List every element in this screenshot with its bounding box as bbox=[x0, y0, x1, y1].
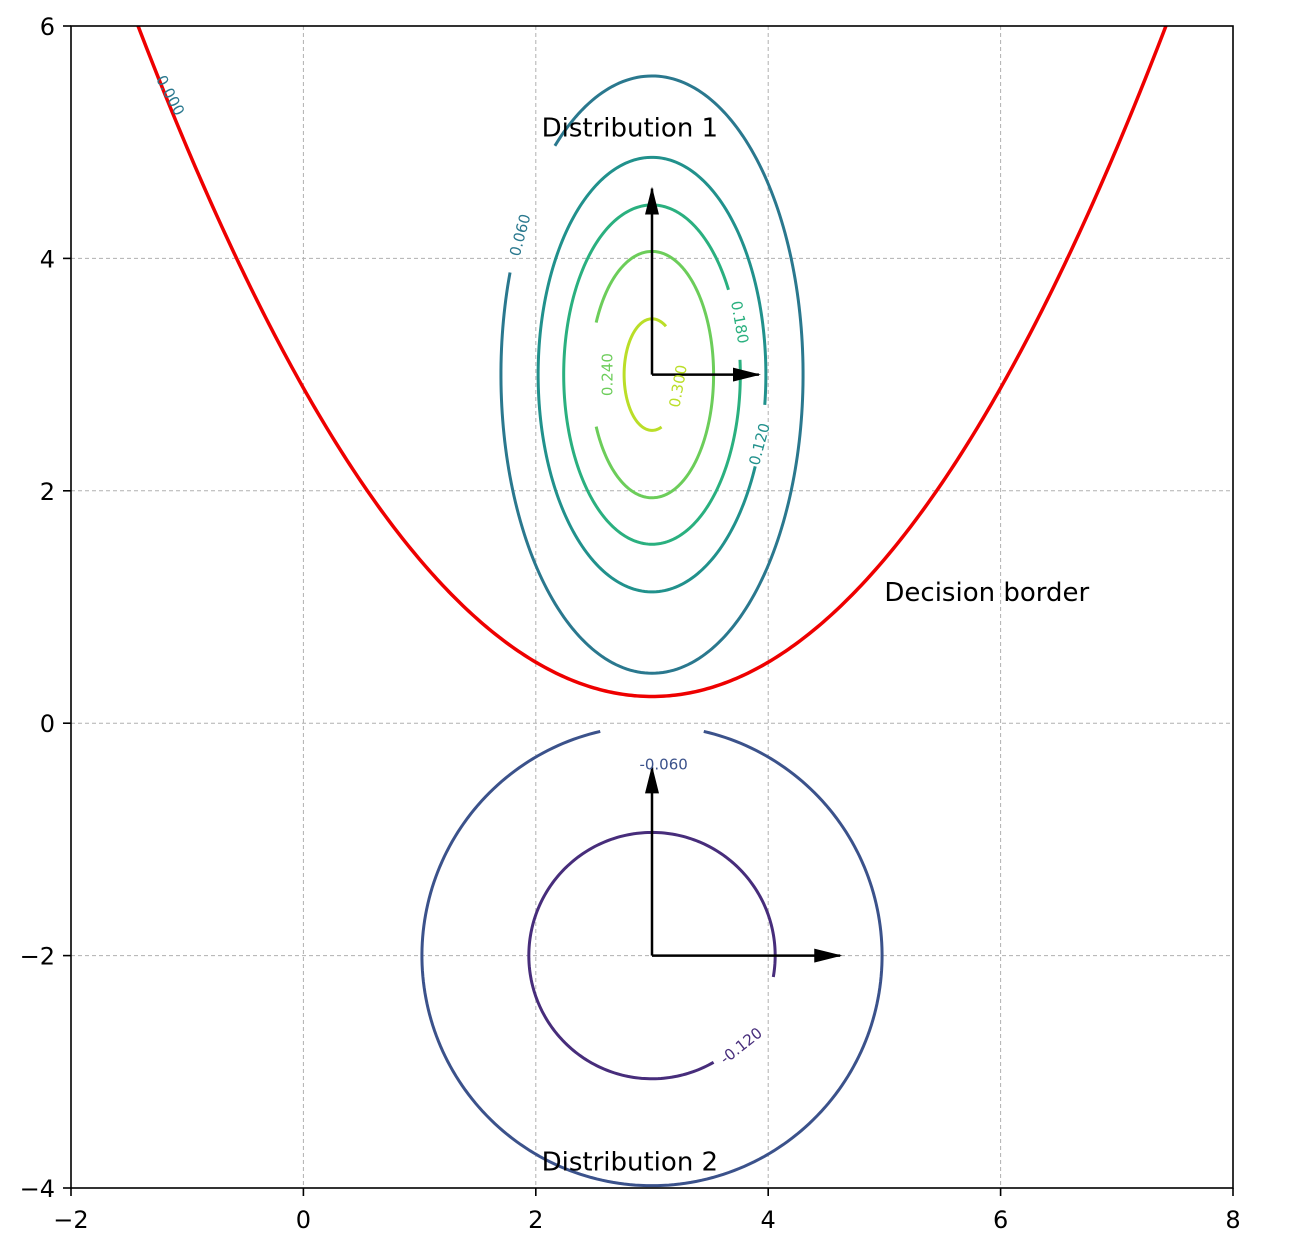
decision-border-level-label: 0.000 bbox=[152, 72, 188, 118]
y-tick-label: 2 bbox=[40, 478, 55, 506]
y-tick-label: 4 bbox=[40, 245, 55, 273]
contour-level-label: 0.180 bbox=[727, 300, 752, 345]
plot-frame bbox=[70, 25, 1234, 1189]
contour-line bbox=[622, 317, 668, 432]
y-tick-label: 0 bbox=[40, 710, 55, 738]
axes: −2 0 2 4 6 8 −4 −2 0 2 4 6 bbox=[20, 13, 1241, 1234]
distribution-label: Distribution 1 bbox=[542, 113, 719, 143]
plot-area bbox=[136, 26, 1168, 1188]
y-tick-label: −4 bbox=[20, 1175, 55, 1203]
x-tick-label: 2 bbox=[528, 1206, 543, 1234]
x-tick-label: 6 bbox=[993, 1206, 1008, 1234]
x-tick-label: 8 bbox=[1225, 1206, 1240, 1234]
x-tick-label: −2 bbox=[53, 1206, 88, 1234]
y-tick-label: −2 bbox=[20, 943, 55, 971]
contour-line bbox=[536, 155, 768, 594]
contour-line bbox=[499, 74, 805, 675]
contour-line bbox=[527, 830, 777, 1081]
contour-line bbox=[420, 729, 884, 1188]
x-tick-label: 4 bbox=[761, 1206, 776, 1234]
contour-level-label: -0.060 bbox=[639, 756, 687, 774]
x-tick-label: 0 bbox=[296, 1206, 311, 1234]
contour-level-label: 0.120 bbox=[745, 421, 774, 467]
contour-level-label: 0.060 bbox=[506, 212, 535, 258]
contour-labels: 0.060 0.120 0.180 0.240 0.300 Distribution 1 -… bbox=[152, 72, 1089, 1177]
contour-level-label: 0.240 bbox=[598, 353, 616, 396]
distribution-label: Distribution 2 bbox=[542, 1148, 719, 1178]
contour-level-label: -0.120 bbox=[717, 1024, 766, 1068]
decision-border-curve bbox=[136, 26, 1168, 699]
decision-border-label: Decision border bbox=[884, 578, 1089, 608]
y-tick-label: 6 bbox=[40, 13, 55, 41]
contour-level-label: 0.300 bbox=[666, 363, 691, 408]
